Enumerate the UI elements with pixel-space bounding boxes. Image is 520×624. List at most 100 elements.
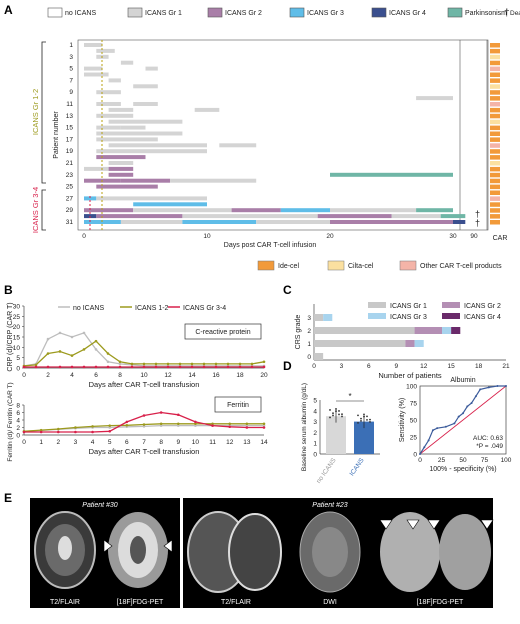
legend-swatch [289,7,305,18]
series-point [142,365,146,369]
stacked-bar [314,340,406,347]
legend-label: ICANS Gr 2 [464,303,501,310]
patient-segment [256,220,330,224]
car-legend-swatch [327,260,345,271]
car-product-cell [490,202,500,207]
x-tick-label: 6 [125,439,129,446]
patient-tick: 19 [66,148,74,155]
series-point [228,425,232,429]
x-tick-label: 8 [118,372,122,379]
patient-segment [96,131,183,136]
series-point [118,362,122,366]
legend-swatch [442,302,460,308]
arrow-icon [163,539,173,553]
patient-tick: 27 [66,195,74,202]
patient-segment [330,172,453,177]
car-product-cell [490,84,500,89]
y-tick-label: 20 [13,324,21,331]
series-point [106,365,110,369]
car-product-cell [490,166,500,172]
death-dagger-2: † [475,218,480,228]
roc-point [457,415,460,418]
x-tick-label: 13 [243,439,251,446]
roc-point [474,395,477,398]
series-point [250,365,254,369]
y-axis-label: CRP (d)/CRP (CAR T) [7,302,14,371]
caption-dwi-p23: DWI [323,599,337,606]
patient-tick: 5 [69,66,73,73]
patient-tick: 1 [69,42,73,49]
x-tick-label: 16 [212,372,220,379]
x-tick-label: 21 [502,363,510,370]
patient23-label: Patient #23 [312,502,348,509]
albumin-bar [354,421,374,454]
data-point [332,412,334,415]
patient-segment [133,202,207,207]
reference-diagonal [419,385,507,455]
y-tick-label: 1 [307,341,311,348]
patient-segment [317,214,392,219]
legend-car-products: Ide-cel Cilta-cel Other CAR T-cell product… [257,260,502,271]
legend-label: ICANS Gr 4 [464,314,501,321]
x-tick-label: 12 [226,439,234,446]
x-tick-label: 0 [22,439,26,446]
albumin-roc-chart: 0 25 50 75 100 0 25 50 75 100 Albumin AUC: 0.63*P =… [399,377,512,473]
stacked-bar [405,340,415,347]
y-tick-label: 100 [406,384,417,391]
y-axis-label: Sensitivity (%) [399,398,406,442]
series-point [159,422,163,426]
group-gr12-label: ICANS Gr 1-2 [31,89,40,135]
x-tick-label: 14 [188,372,196,379]
series-point [245,424,249,427]
legend-label: ICANS Gr 4 [389,10,426,17]
patient-tick: 9 [69,89,73,96]
x-tick-label: 50 [459,457,467,464]
x-tick-label: 4 [91,439,95,446]
legend-label: no ICANS [65,10,96,17]
y-tick-label: 10 [13,345,21,352]
patient-segment [120,125,146,130]
y-tick-label: 30 [13,304,21,311]
x-axis-label: Number of patients [378,371,442,380]
x-tick-label: no ICANS [315,457,338,485]
legend-label: ICANS Gr 1 [145,10,182,17]
series-point [245,422,249,426]
series-point [82,365,86,369]
arrow-icon [103,539,113,553]
car-product-cell [490,155,500,160]
series-point [202,362,206,366]
patient-segment [120,178,171,183]
car-product-cell [490,102,500,107]
x-tick-label: 10 [192,439,200,446]
caption-t2-p23: T2/FLAIR [221,599,251,606]
car-product-cell [490,184,500,190]
car-legend-swatch [399,260,417,271]
y-tick-label: 8 [16,403,20,410]
series-point [226,362,230,366]
x-tick-label: 2 [56,439,60,446]
series-point [130,362,134,366]
series-point [226,365,230,369]
series-point [91,425,94,428]
patient-segment [108,172,134,177]
legend-label: no ICANS [73,305,104,312]
series-point [58,350,62,353]
y-tick-label: 15 [13,335,21,342]
x-tick-label: 7 [142,439,146,446]
car-product-cell [490,66,500,72]
series-point [238,362,242,366]
panel-c-label: C [283,283,292,297]
data-point [341,413,343,416]
patient-segment [330,220,453,224]
roc-point [419,453,421,455]
series-point [108,426,112,429]
series-point [108,429,112,433]
series-point [178,362,182,366]
series-point [70,335,74,339]
ferritin-title-box [214,396,262,413]
x-tick-label: 3 [340,363,344,370]
series-point [262,422,266,426]
patient-segment [133,102,158,106]
